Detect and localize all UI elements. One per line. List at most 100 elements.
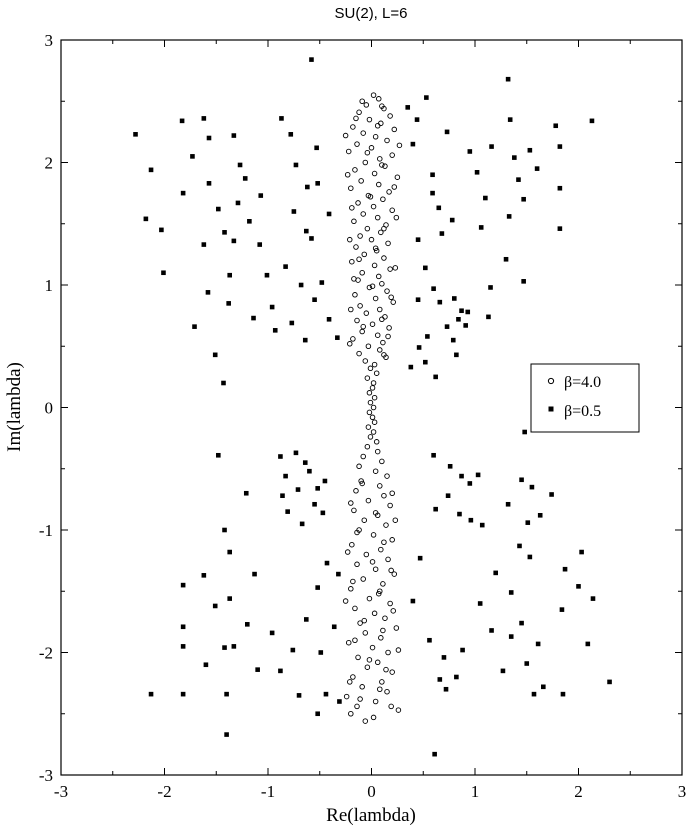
- point-series-1: [475, 472, 481, 478]
- point-series-1: [521, 196, 526, 202]
- point-series-0: [392, 517, 399, 523]
- point-series-1: [521, 279, 526, 284]
- tick-labels: -3 -2 -1 0 1 2 3 3 2 1 0 -1 -2 -3: [39, 31, 686, 801]
- point-series-0: [370, 429, 377, 435]
- y-tick-label: 0: [45, 399, 54, 418]
- point-series-0: [367, 399, 374, 406]
- point-series-1: [226, 301, 231, 306]
- point-series-1: [283, 264, 288, 269]
- point-series-0: [349, 205, 355, 211]
- point-series-0: [359, 684, 365, 690]
- point-series-1: [290, 647, 296, 653]
- point-series-1: [432, 751, 437, 757]
- point-series-0: [353, 488, 359, 494]
- y-axis-label: Im(lambda): [4, 362, 25, 452]
- point-series-0: [366, 284, 373, 291]
- point-series-0: [377, 588, 383, 595]
- point-series-0: [342, 132, 349, 139]
- point-series-1: [512, 155, 517, 160]
- point-series-0: [349, 258, 355, 265]
- point-series-1: [553, 123, 559, 129]
- point-series-1: [529, 484, 535, 490]
- point-series-1: [493, 570, 498, 576]
- point-series-1: [272, 328, 278, 333]
- point-series-1: [445, 493, 451, 498]
- point-series-1: [258, 193, 264, 198]
- point-series-1: [414, 117, 420, 122]
- point-series-1: [324, 560, 330, 566]
- point-series-1: [474, 170, 480, 175]
- point-series-1: [443, 686, 449, 692]
- point-series-0: [375, 181, 382, 188]
- point-series-0: [358, 178, 364, 184]
- point-series-1: [507, 117, 513, 122]
- point-series-1: [535, 641, 541, 647]
- point-series-1: [500, 668, 506, 674]
- point-series-0: [366, 595, 373, 602]
- x-axis-label: Re(lambda): [326, 805, 416, 826]
- point-series-0: [350, 578, 356, 585]
- point-series-1: [410, 598, 416, 604]
- point-series-0: [353, 244, 359, 250]
- point-series-0: [379, 162, 385, 168]
- point-series-0: [394, 174, 401, 180]
- point-series-1: [242, 176, 248, 181]
- point-series-1: [477, 601, 483, 606]
- point-series-0: [369, 644, 376, 651]
- point-series-0: [365, 497, 372, 504]
- point-series-0: [363, 102, 370, 108]
- point-series-1: [231, 644, 237, 649]
- point-series-0: [357, 696, 363, 702]
- point-series-1: [320, 510, 326, 516]
- point-series-1: [527, 554, 533, 560]
- point-series-0: [372, 510, 379, 516]
- point-series-1: [410, 141, 416, 147]
- point-series-0: [352, 167, 358, 173]
- point-series-1: [205, 290, 211, 295]
- point-series-0: [354, 529, 360, 536]
- point-series-1: [437, 677, 443, 682]
- point-series-1: [252, 571, 257, 577]
- point-series-0: [347, 679, 353, 685]
- y-tick-label: -1: [39, 521, 53, 540]
- point-series-0: [380, 196, 386, 202]
- x-tick-label: 2: [574, 782, 583, 801]
- point-series-0: [379, 281, 385, 287]
- point-series-1: [607, 679, 612, 685]
- point-series-0: [374, 214, 381, 221]
- point-series-1: [269, 304, 275, 310]
- point-series-1: [457, 511, 462, 517]
- point-series-1: [467, 149, 473, 154]
- point-series-0: [372, 295, 379, 302]
- point-series-1: [305, 184, 310, 190]
- point-series-0: [375, 590, 382, 597]
- point-series-1: [161, 270, 166, 276]
- point-series-0: [377, 306, 383, 313]
- point-series-1: [222, 645, 227, 650]
- point-series-1: [527, 147, 533, 153]
- point-series-1: [278, 668, 283, 674]
- point-series-1: [423, 359, 428, 365]
- point-series-1: [280, 493, 285, 498]
- point-series-1: [216, 206, 221, 212]
- point-series-0: [354, 141, 360, 147]
- point-series-1: [269, 630, 275, 636]
- point-series-1: [251, 315, 256, 321]
- point-series-0: [381, 225, 387, 232]
- point-series-1: [319, 280, 325, 285]
- point-series-0: [375, 96, 382, 102]
- point-series-1: [180, 691, 186, 697]
- point-series-0: [388, 294, 394, 301]
- point-series-1: [180, 190, 186, 196]
- point-series-1: [221, 380, 226, 386]
- point-series-1: [585, 641, 591, 647]
- point-series-0: [366, 657, 373, 663]
- point-series-0: [343, 693, 350, 700]
- point-series-0: [389, 669, 395, 675]
- point-series-0: [361, 617, 368, 624]
- point-series-0: [363, 310, 370, 316]
- legend-box: [530, 363, 640, 433]
- point-series-1: [488, 285, 493, 290]
- point-series-0: [374, 332, 381, 338]
- point-series-0: [361, 517, 368, 523]
